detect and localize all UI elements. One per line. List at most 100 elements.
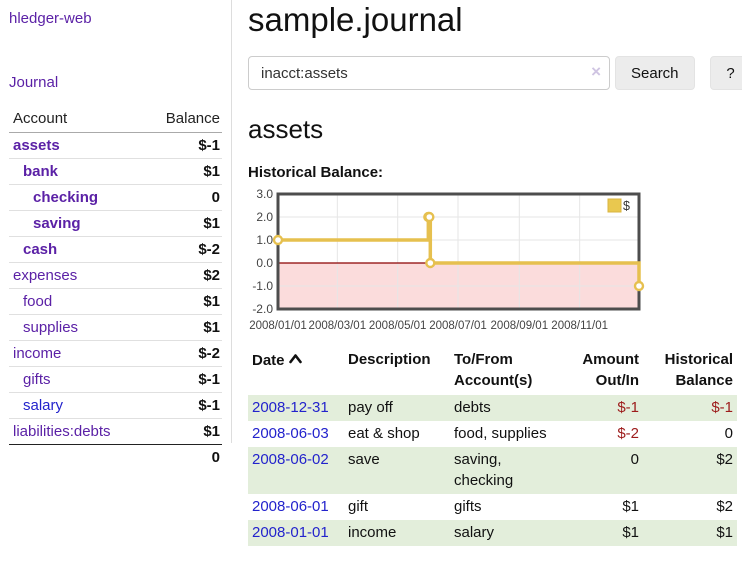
account-row: assets $-1 — [9, 133, 222, 159]
account-link-expenses[interactable]: expenses — [13, 267, 78, 284]
register-amount-cell: $-2 — [617, 425, 639, 443]
brand-link[interactable]: hledger-web — [9, 10, 92, 27]
register-accounts-cell: debts — [454, 398, 491, 416]
account-balance: $-2 — [143, 236, 222, 263]
register-accounts-cell: gifts — [454, 497, 482, 515]
accounts-header-account: Account — [9, 107, 144, 133]
account-link-cash[interactable]: cash — [23, 241, 58, 258]
account-row: food $1 — [9, 288, 222, 315]
account-link-income[interactable]: income — [13, 345, 62, 362]
data-point — [425, 258, 436, 269]
register-date-cell: 2008-01-01 — [248, 520, 344, 546]
accounts-table: Account Balance assets $-1 bank $1 checking 0… — [9, 107, 222, 470]
account-link-food[interactable]: food — [23, 293, 53, 310]
account-row: expenses $2 — [9, 262, 222, 289]
account-link-gifts[interactable]: gifts — [23, 371, 51, 388]
accounts-header-row: Account Balance — [9, 107, 222, 133]
x-tick-label: 2008/11/01 — [551, 320, 608, 332]
register-description-cell: income — [348, 524, 397, 542]
account-balance: $1 — [143, 314, 222, 341]
search-input[interactable] — [248, 56, 610, 91]
register-header-amount: Amount Out/In — [582, 351, 639, 389]
account-row: bank $1 — [9, 158, 222, 185]
account-row: income $-2 — [9, 340, 222, 367]
register-amount-cell: $-1 — [617, 398, 639, 416]
account-title: assets — [248, 114, 324, 145]
register-balance-cell: $2 — [716, 451, 733, 469]
transaction-date-link[interactable]: 2008-06-03 — [252, 425, 329, 443]
register-header-description: Description — [348, 351, 431, 369]
y-tick-label: 0.0 — [256, 256, 273, 270]
register-header-date: Date — [248, 347, 344, 395]
register-header-balance: Historical Balance — [664, 351, 733, 389]
transaction-date-link[interactable]: 2008-12-31 — [252, 398, 329, 416]
transaction-date-link[interactable]: 2008-06-01 — [252, 497, 329, 515]
register-accounts-cell: food, supplies — [454, 425, 547, 443]
main-content: sample.journal × Search ? assets Histori… — [232, 0, 742, 547]
y-tick-label: 1.0 — [256, 233, 273, 247]
register-accounts-cell: saving, checking — [454, 451, 514, 489]
account-balance: $1 — [143, 418, 222, 445]
account-link-supplies[interactable]: supplies — [23, 319, 79, 336]
register-balance-cell: $1 — [716, 524, 733, 542]
account-balance: $1 — [143, 288, 222, 315]
search-button[interactable]: Search — [615, 56, 695, 91]
account-row: salary $-1 — [9, 392, 222, 419]
register-row: 2008-06-03 eat & shop food, supplies $-2 0 — [248, 421, 737, 447]
page-title: sample.journal — [248, 1, 463, 38]
account-link-assets[interactable]: assets — [13, 137, 60, 154]
account-link-liabilities-debts[interactable]: liabilities:debts — [13, 423, 111, 440]
register-description-cell: gift — [348, 497, 369, 515]
transaction-date-link[interactable]: 2008-06-02 — [252, 451, 329, 469]
help-button[interactable]: ? — [709, 56, 742, 91]
account-link-checking[interactable]: checking — [33, 189, 99, 206]
register-amount-cell: $1 — [622, 497, 639, 515]
account-row: liabilities:debts $1 — [9, 418, 222, 445]
x-tick-label: 2008/07/01 — [429, 320, 487, 332]
register-row: 2008-12-31 pay off debts $-1 $-1 — [248, 394, 737, 422]
account-link-salary[interactable]: salary — [23, 397, 64, 414]
register-amount-cell: $1 — [622, 524, 639, 542]
register-balance-cell: $-1 — [711, 398, 733, 416]
data-point — [633, 281, 645, 292]
transaction-date-link[interactable]: 2008-01-01 — [252, 524, 329, 542]
accounts-total-row: 0 — [9, 444, 222, 470]
account-balance: 0 — [143, 184, 222, 211]
accounts-total-spacer — [9, 444, 144, 470]
clear-search-icon[interactable]: × — [591, 62, 601, 82]
chart-title: Historical Balance: — [248, 164, 384, 182]
sidebar-item-journal[interactable]: Journal — [9, 74, 59, 91]
register-date-cell: 2008-06-01 — [248, 494, 344, 520]
register-description-cell: pay off — [348, 398, 393, 416]
register-balance-cell: 0 — [724, 425, 733, 443]
register-date-cell: 2008-12-31 — [248, 395, 344, 421]
register-row: 2008-06-01 gift gifts $1 $2 — [248, 494, 737, 520]
account-row: gifts $-1 — [9, 366, 222, 393]
x-tick-label: 2008/09/01 — [491, 320, 549, 332]
register-row: 2008-01-01 income salary $1 $1 — [248, 520, 737, 547]
search-form: × Search ? — [248, 56, 742, 91]
account-row: checking 0 — [9, 184, 222, 211]
register-date-cell: 2008-06-03 — [248, 421, 344, 447]
account-link-bank[interactable]: bank — [23, 163, 59, 180]
accounts-header-balance: Balance — [143, 107, 222, 133]
y-tick-label: -1.0 — [252, 279, 273, 293]
account-row: cash $-2 — [9, 236, 222, 263]
x-tick-label: 2008/05/01 — [369, 320, 427, 332]
data-point — [424, 212, 435, 223]
legend-label: $ — [623, 199, 630, 213]
register-description-cell: save — [348, 451, 380, 469]
legend-swatch — [607, 198, 622, 213]
balance-chart[interactable]: $3.0 2.0 1.0 0.0 -1.0 -2.0 2008/01/01 2008/03/0… — [248, 187, 742, 334]
account-balance: $1 — [143, 210, 222, 237]
account-balance: $1 — [143, 158, 222, 185]
plot-border — [276, 192, 641, 311]
register-table: Date Description To/From Account(s) Amou… — [248, 347, 737, 547]
account-link-saving[interactable]: saving — [33, 215, 81, 232]
register-accounts-cell: salary — [454, 524, 495, 542]
account-balance: $-1 — [143, 392, 222, 419]
y-tick-label: 2.0 — [256, 210, 273, 224]
register-header-accounts: To/From Account(s) — [454, 351, 533, 389]
account-balance: $-1 — [143, 366, 222, 393]
x-tick-label: 2008/01/01 — [249, 320, 307, 332]
